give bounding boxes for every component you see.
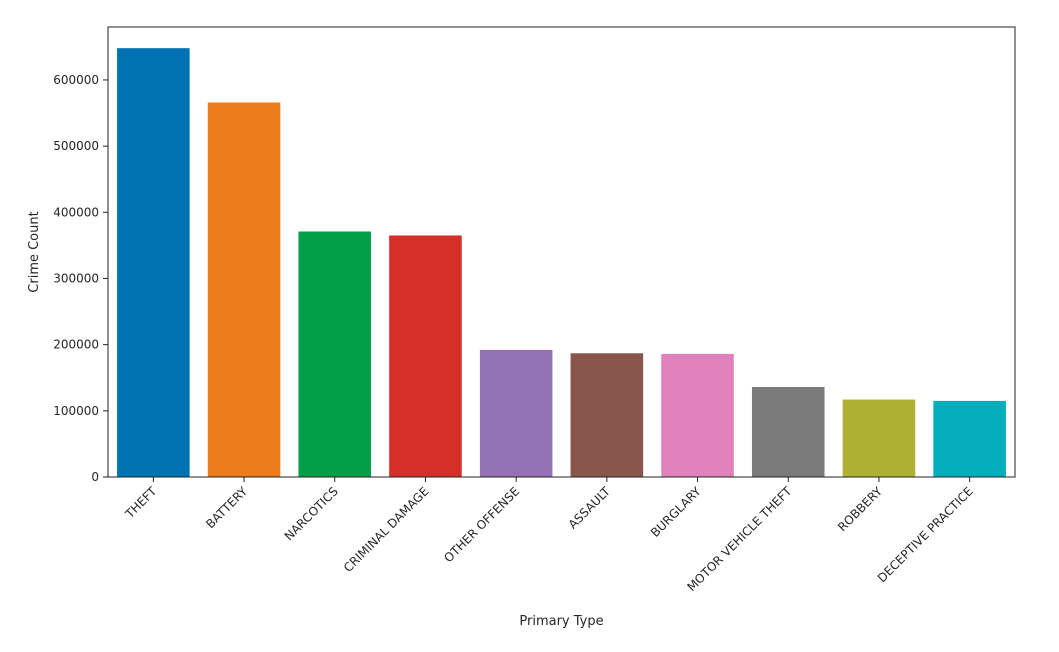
y-tick-label: 300000 bbox=[53, 271, 99, 285]
y-axis: 0 100000 200000 300000 400000 500000 600000 bbox=[53, 73, 108, 484]
y-tick-label: 100000 bbox=[53, 404, 99, 418]
bar-other-offense bbox=[479, 349, 553, 477]
x-tick-label: THEFT bbox=[122, 484, 160, 522]
y-tick-label: 400000 bbox=[53, 205, 99, 219]
x-tick-label: CRIMINAL DAMAGE bbox=[341, 484, 432, 575]
x-tick-label: ROBBERY bbox=[835, 484, 885, 534]
x-tick-label: OTHER OFFENSE bbox=[441, 484, 522, 565]
plot-frame bbox=[107, 26, 1016, 478]
y-tick-label: 200000 bbox=[53, 338, 99, 352]
y-tick-label: 500000 bbox=[53, 139, 99, 153]
x-tick-label: ASSAULT bbox=[566, 484, 614, 532]
y-axis-label: Crime Count bbox=[27, 211, 42, 292]
bar-assault bbox=[570, 353, 644, 477]
bar-robbery bbox=[842, 399, 916, 477]
y-tick-label: 0 bbox=[91, 470, 99, 484]
x-axis-label: Primary Type bbox=[519, 614, 603, 629]
x-tick-label: BURGLARY bbox=[648, 484, 704, 540]
bar-motor-vehicle-theft bbox=[751, 387, 825, 477]
bar-narcotics bbox=[298, 231, 372, 477]
x-tick-label: DECEPTIVE PRACTICE bbox=[875, 484, 976, 585]
bar-deceptive-practice bbox=[933, 400, 1006, 477]
x-axis: THEFT BATTERY NARCOTICS CRIMINAL DAMAGE OTHE… bbox=[122, 477, 976, 594]
bar-theft bbox=[117, 48, 190, 478]
x-tick-label: BATTERY bbox=[203, 484, 250, 531]
x-tick-label: NARCOTICS bbox=[282, 484, 341, 543]
x-tick-label: MOTOR VEHICLE THEFT bbox=[684, 484, 794, 594]
bars-layer bbox=[117, 48, 1006, 478]
y-tick-label: 600000 bbox=[53, 73, 99, 87]
bar-burglary bbox=[661, 353, 734, 477]
bar-criminal-damage bbox=[389, 235, 462, 477]
bar-battery bbox=[207, 102, 281, 477]
